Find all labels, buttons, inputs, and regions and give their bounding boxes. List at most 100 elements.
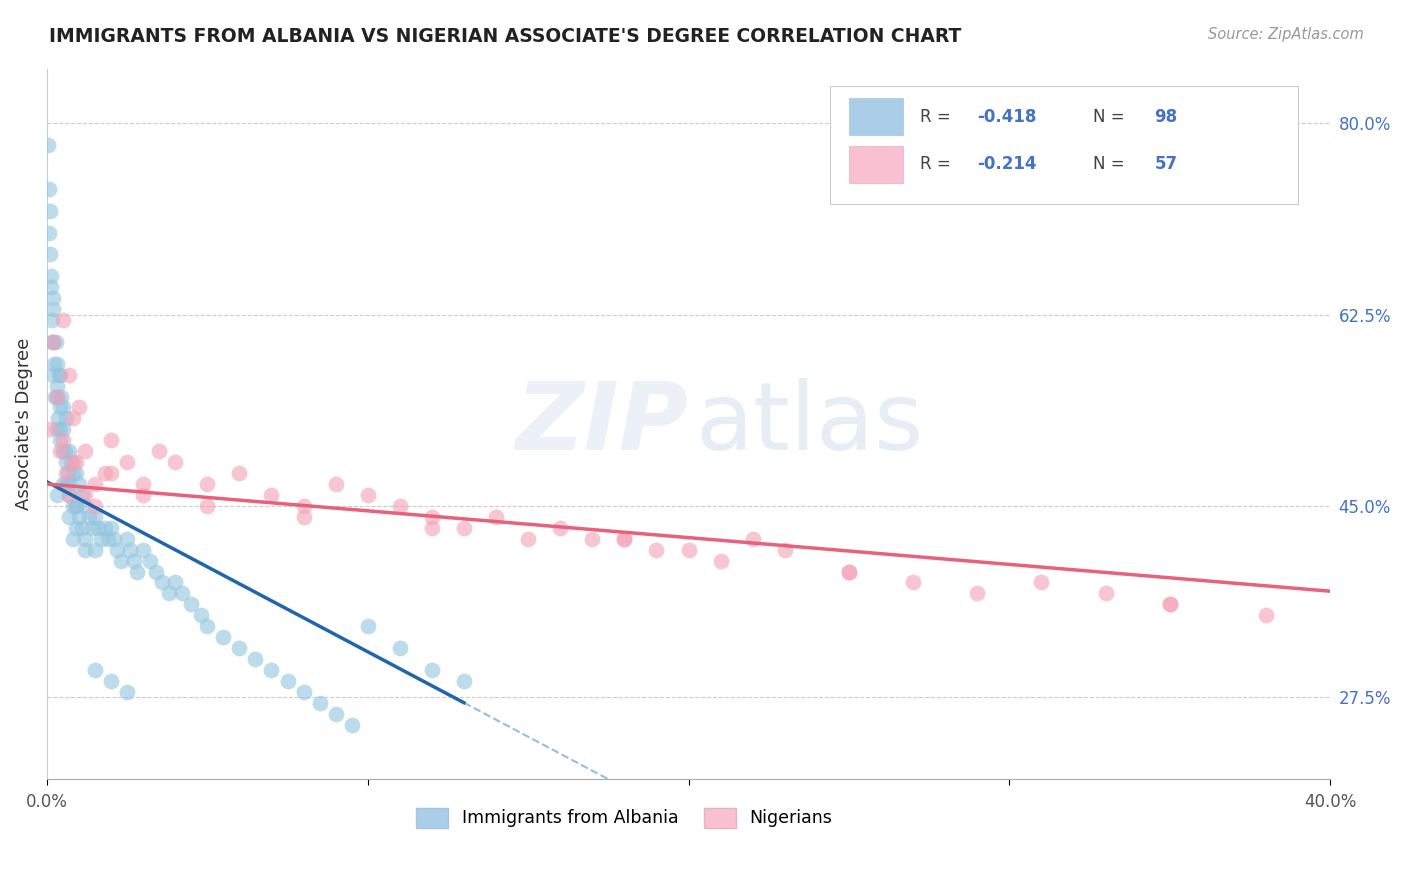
Point — [453, 521, 475, 535]
Point — [966, 586, 988, 600]
Point — [41, 334, 63, 349]
Point — [165, 455, 187, 469]
Point — [62, 532, 84, 546]
Point — [120, 542, 142, 557]
Point — [613, 532, 636, 546]
Point — [100, 466, 122, 480]
Point — [1094, 586, 1116, 600]
Point — [1031, 575, 1053, 590]
Point — [125, 565, 148, 579]
Point — [45, 357, 67, 371]
Point — [276, 673, 298, 688]
Point — [84, 663, 107, 677]
Point — [157, 586, 180, 600]
Point — [75, 499, 97, 513]
Point — [41, 280, 63, 294]
Point — [325, 477, 347, 491]
Point — [132, 542, 155, 557]
Point — [292, 509, 315, 524]
Point — [84, 499, 107, 513]
Text: N =: N = — [1092, 155, 1129, 173]
Point — [49, 422, 72, 436]
Point — [107, 542, 129, 557]
Point — [84, 509, 107, 524]
Point — [46, 378, 69, 392]
Point — [93, 466, 115, 480]
Point — [58, 488, 80, 502]
Point — [62, 466, 84, 480]
Point — [87, 521, 110, 535]
FancyBboxPatch shape — [830, 87, 1298, 203]
Y-axis label: Associate's Degree: Associate's Degree — [15, 338, 32, 510]
Text: 57: 57 — [1154, 155, 1177, 173]
Point — [100, 521, 122, 535]
Point — [97, 532, 120, 546]
Point — [48, 401, 70, 415]
Point — [132, 488, 155, 502]
Point — [180, 597, 202, 611]
Point — [52, 477, 75, 491]
Point — [62, 455, 84, 469]
Text: -0.418: -0.418 — [977, 108, 1036, 126]
Point — [115, 455, 138, 469]
Point — [39, 269, 62, 284]
Point — [325, 706, 347, 721]
Point — [1254, 608, 1277, 623]
Point — [67, 509, 90, 524]
Point — [45, 390, 67, 404]
Point — [75, 488, 97, 502]
Point — [65, 499, 87, 513]
Point — [195, 619, 218, 633]
Point — [138, 553, 160, 567]
Point — [145, 565, 167, 579]
Point — [42, 291, 65, 305]
Point — [548, 521, 571, 535]
Point — [52, 313, 75, 327]
Point — [77, 509, 100, 524]
Point — [65, 499, 87, 513]
Point — [75, 444, 97, 458]
Point — [65, 455, 87, 469]
Point — [52, 434, 75, 448]
Point — [59, 455, 82, 469]
Point — [48, 434, 70, 448]
Point — [48, 368, 70, 382]
Point — [38, 182, 60, 196]
Point — [122, 553, 145, 567]
Point — [517, 532, 540, 546]
Point — [67, 401, 90, 415]
Point — [37, 138, 59, 153]
Point — [420, 521, 443, 535]
Point — [65, 521, 87, 535]
Point — [41, 302, 63, 317]
Point — [45, 390, 67, 404]
Point — [132, 477, 155, 491]
Point — [45, 334, 67, 349]
Point — [65, 466, 87, 480]
Point — [44, 390, 66, 404]
Point — [420, 663, 443, 677]
Point — [420, 509, 443, 524]
Point — [357, 619, 380, 633]
Point — [42, 357, 65, 371]
Point — [453, 673, 475, 688]
Text: ZIP: ZIP — [516, 378, 689, 470]
Point — [838, 565, 860, 579]
Point — [75, 542, 97, 557]
Point — [165, 575, 187, 590]
Point — [678, 542, 700, 557]
Point — [340, 717, 363, 731]
Point — [42, 368, 65, 382]
Point — [58, 509, 80, 524]
Point — [292, 499, 315, 513]
Point — [901, 575, 924, 590]
Text: 98: 98 — [1154, 108, 1177, 126]
Point — [53, 444, 76, 458]
Point — [170, 586, 193, 600]
Point — [90, 532, 112, 546]
Point — [613, 532, 636, 546]
Point — [115, 532, 138, 546]
Point — [228, 466, 250, 480]
Point — [838, 565, 860, 579]
Point — [80, 521, 103, 535]
